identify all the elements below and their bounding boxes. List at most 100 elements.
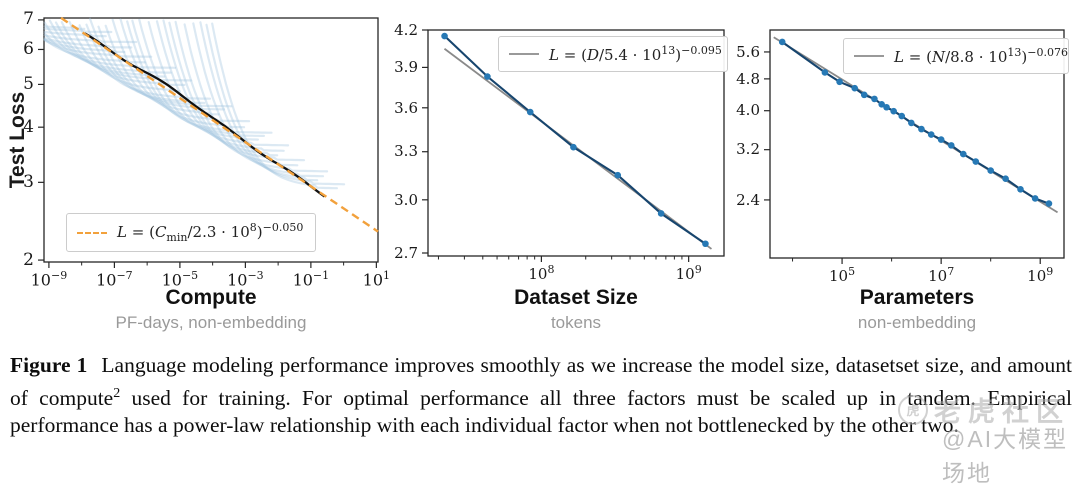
x-tick-label: 10−1 xyxy=(292,269,330,290)
x-tick-label: 107 xyxy=(928,265,955,285)
training-curve xyxy=(60,21,186,87)
training-curve xyxy=(43,27,113,34)
legend-line-sample xyxy=(509,53,539,55)
x-axis-subtitle-nonemb: non-embedding xyxy=(857,313,977,332)
data-point-marker xyxy=(972,158,980,165)
x-axis-title-parameters: Parameters xyxy=(859,286,975,309)
data-point-marker xyxy=(1031,195,1039,202)
y-tick-label: 5.6 xyxy=(736,42,760,61)
data-point-marker xyxy=(1017,186,1024,193)
data-point-marker xyxy=(614,171,622,179)
training-curve xyxy=(43,21,172,74)
data-point-marker xyxy=(821,69,829,76)
y-tick-label: 3 xyxy=(23,171,34,192)
x-tick-label: 108 xyxy=(528,263,555,283)
x-axis-title-compute: Compute xyxy=(165,286,257,309)
data-point-marker xyxy=(959,150,967,158)
data-point-marker xyxy=(937,136,945,143)
training-curve xyxy=(192,22,325,178)
y-tick-label: 3.2 xyxy=(736,140,760,159)
data-point-marker xyxy=(778,38,786,46)
legend-box: L = (Cmin/2.3 · 108)−0.050 xyxy=(66,213,316,252)
data-point-marker xyxy=(898,112,906,120)
data-point-marker xyxy=(851,84,859,92)
training-curve xyxy=(54,21,193,82)
data-point-marker xyxy=(860,91,868,99)
x-tick-label: 10−5 xyxy=(161,269,199,290)
plot-frame-1 xyxy=(427,29,725,257)
data-point-marker xyxy=(441,32,448,40)
figure-caption-label: Figure 1 xyxy=(10,353,88,377)
efficient-frontier-line xyxy=(84,32,326,198)
training-curve xyxy=(126,20,273,134)
data-point-marker xyxy=(947,142,955,149)
figure-caption-footnote-marker: 2 xyxy=(113,385,121,401)
plots-canvas xyxy=(38,16,1065,268)
legend-label: L = (N/8.8 · 1013)−0.076 xyxy=(894,46,1068,66)
y-tick-label: 3.3 xyxy=(394,142,418,161)
y-tick-label: 2 xyxy=(23,249,34,270)
data-point-marker xyxy=(657,210,665,217)
data-point-marker xyxy=(1002,175,1009,183)
training-curve xyxy=(43,34,138,44)
training-curve xyxy=(104,24,220,116)
training-curve xyxy=(205,23,346,186)
data-point-marker xyxy=(987,167,994,174)
legend-box: L = (D/5.4 · 1013)−0.095 xyxy=(498,36,728,72)
training-curve xyxy=(48,19,166,78)
training-curve xyxy=(88,17,233,108)
training-curve xyxy=(78,24,212,100)
data-point-marker xyxy=(908,119,915,127)
y-tick-label: 6 xyxy=(23,38,34,59)
y-tick-label: 3.9 xyxy=(394,58,418,77)
training-curve xyxy=(43,38,147,64)
x-tick-label: 105 xyxy=(829,265,856,285)
data-point-marker xyxy=(878,100,885,108)
data-point-marker xyxy=(927,131,935,138)
data-point-marker xyxy=(526,108,534,116)
y-tick-label: 3.6 xyxy=(394,98,418,117)
training-curve xyxy=(131,19,265,137)
y-tick-label: 4.8 xyxy=(736,69,760,88)
training-curve xyxy=(68,20,181,93)
plot-frame-2 xyxy=(769,29,1065,259)
figure-caption: Figure 1 Language modeling performance im… xyxy=(10,352,1072,440)
training-curve xyxy=(43,30,107,38)
legend-box: L = (N/8.8 · 1013)−0.076 xyxy=(843,38,1069,74)
data-point-marker xyxy=(1045,200,1053,207)
data-series-line xyxy=(781,41,1050,205)
x-tick-label: 10−3 xyxy=(227,269,264,290)
figure-caption-text-2: used for training. For optimal performan… xyxy=(10,385,1072,438)
legend-line-sample xyxy=(77,231,107,234)
y-tick-label: 4.2 xyxy=(394,20,418,39)
x-axis-subtitle-compute: PF-days, non-embedding xyxy=(115,313,307,332)
data-point-marker xyxy=(484,73,491,80)
x-tick-label: 10−9 xyxy=(30,269,68,290)
data-point-marker xyxy=(702,240,709,248)
training-curve xyxy=(97,25,226,111)
training-curve xyxy=(43,37,133,49)
training-curve xyxy=(147,21,290,147)
training-curve xyxy=(211,22,338,190)
y-tick-label: 4.0 xyxy=(736,101,760,120)
x-axis-title-dataset-size: Dataset Size xyxy=(514,286,638,309)
plot-frame-0 xyxy=(43,17,379,263)
y-tick-label: 3.0 xyxy=(394,190,418,209)
legend-label: L = (D/5.4 · 1013)−0.095 xyxy=(549,44,722,64)
y-tick-label: 5 xyxy=(23,73,34,94)
training-curve xyxy=(168,21,306,162)
y-tick-label: 2.7 xyxy=(394,243,418,262)
y-tick-label: 7 xyxy=(23,9,34,30)
x-axis-subtitle-tokens: tokens xyxy=(550,313,602,332)
x-tick-label: 101 xyxy=(362,269,391,290)
data-point-marker xyxy=(890,107,897,115)
figure-caption-text-1: Language modeling performance improves s… xyxy=(10,353,1073,410)
y-tick-label: 4 xyxy=(23,116,34,137)
training-curve xyxy=(111,18,251,123)
training-curve xyxy=(43,32,177,69)
x-tick-label: 109 xyxy=(1027,265,1054,285)
data-point-marker xyxy=(918,125,925,133)
data-point-marker xyxy=(883,103,890,111)
data-point-marker xyxy=(570,143,577,151)
training-curve xyxy=(183,23,329,173)
